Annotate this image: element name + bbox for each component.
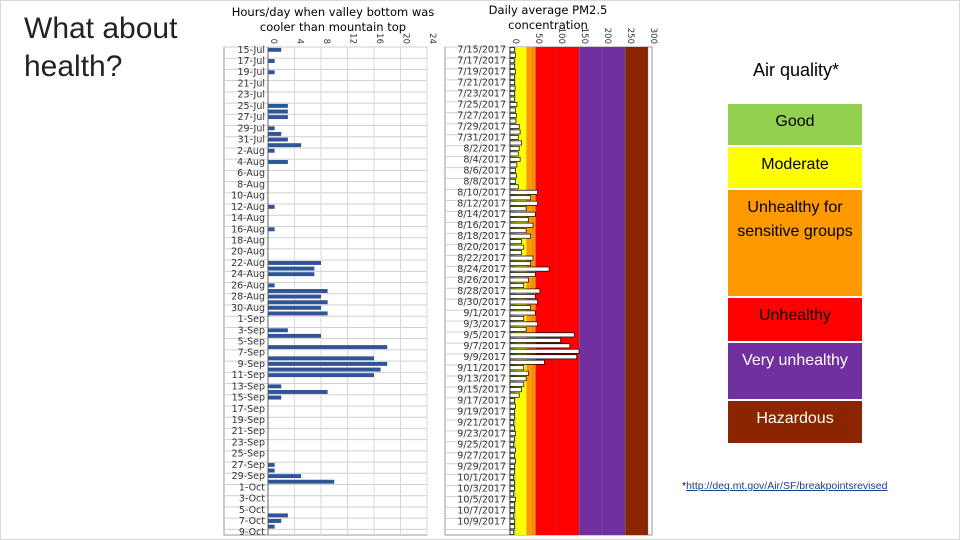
legend-label: Good	[775, 113, 815, 130]
pm25-chart-title: Daily average PM2.5 concentration	[488, 3, 608, 32]
legend-label: Unhealthy	[758, 307, 832, 324]
legend-box-good: Good	[727, 103, 863, 146]
legend-box-unhealthy-for-sensitive-groups: Unhealthy for sensitive groups	[727, 189, 863, 297]
hours-chart-title: Hours/day when valley bottom was cooler …	[231, 5, 435, 34]
legend-label: Hazardous	[756, 410, 834, 427]
legend-label: Very unhealthy	[742, 352, 848, 369]
legend-box-hazardous: Hazardous	[727, 400, 863, 444]
legend-box-unhealthy: Unhealthy	[727, 297, 863, 342]
legend-label: Unhealthy for sensitive groups	[737, 199, 853, 240]
legend-label: Moderate	[761, 156, 829, 173]
slide-title: What about health?	[24, 12, 178, 83]
footnote: *http://deq.mt.gov/Air/SF/breakpointsrev…	[682, 480, 887, 492]
footnote-link[interactable]: http://deq.mt.gov/Air/SF/breakpointsrevi…	[686, 480, 888, 492]
legend-title: Air quality*	[752, 60, 840, 80]
footnote-mark: *	[682, 480, 687, 492]
legend-box-moderate: Moderate	[727, 146, 863, 189]
legend-box-very-unhealthy: Very unhealthy	[727, 342, 863, 400]
